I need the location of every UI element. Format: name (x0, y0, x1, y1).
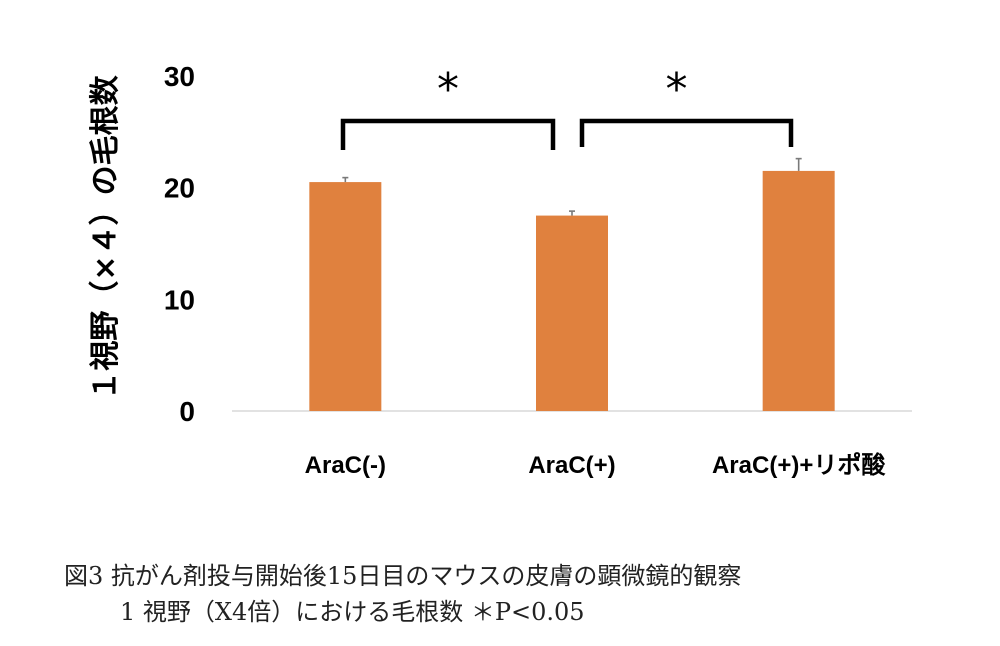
y-axis-ticks: 0 10 20 30 (164, 61, 195, 427)
significance-bracket (340, 118, 556, 150)
y-axis-title: １視野（×４）の毛根数 (88, 74, 123, 400)
significance-star: * (666, 64, 688, 115)
category-label: AraC(+) (528, 452, 615, 479)
y-tick-label: 30 (164, 61, 195, 92)
y-axis-label: １視野（×４）の毛根数 (88, 74, 123, 400)
significance-brackets: * * (340, 64, 794, 150)
bar-chart: １視野（×４）の毛根数 0 10 20 30 AraC(-) AraC(+) AraC(+… (88, 61, 912, 479)
error-bar (342, 176, 349, 183)
bar (309, 182, 382, 411)
bars (309, 170, 835, 411)
figure-caption-line1: 図3 抗がん剤投与開始後15日目のマウスの皮膚の顕微鏡的観察 (64, 562, 742, 590)
y-tick-label: 20 (164, 173, 195, 204)
bar (762, 170, 835, 411)
category-labels: AraC(-) AraC(+) AraC(+)+リポ酸 (305, 451, 887, 479)
figure-caption-line2: 1 視野（X4倍）における毛根数 ＊P<0.05 (120, 598, 585, 626)
bar (536, 215, 608, 411)
error-bars (342, 157, 802, 216)
error-bar (795, 157, 802, 171)
category-label: AraC(+)+リポ酸 (712, 451, 886, 479)
y-tick-label: 0 (179, 396, 195, 427)
y-tick-label: 10 (164, 284, 195, 315)
error-bar (569, 210, 575, 216)
category-label: AraC(-) (305, 452, 386, 479)
significance-bracket (579, 118, 794, 147)
significance-star: * (437, 64, 459, 115)
